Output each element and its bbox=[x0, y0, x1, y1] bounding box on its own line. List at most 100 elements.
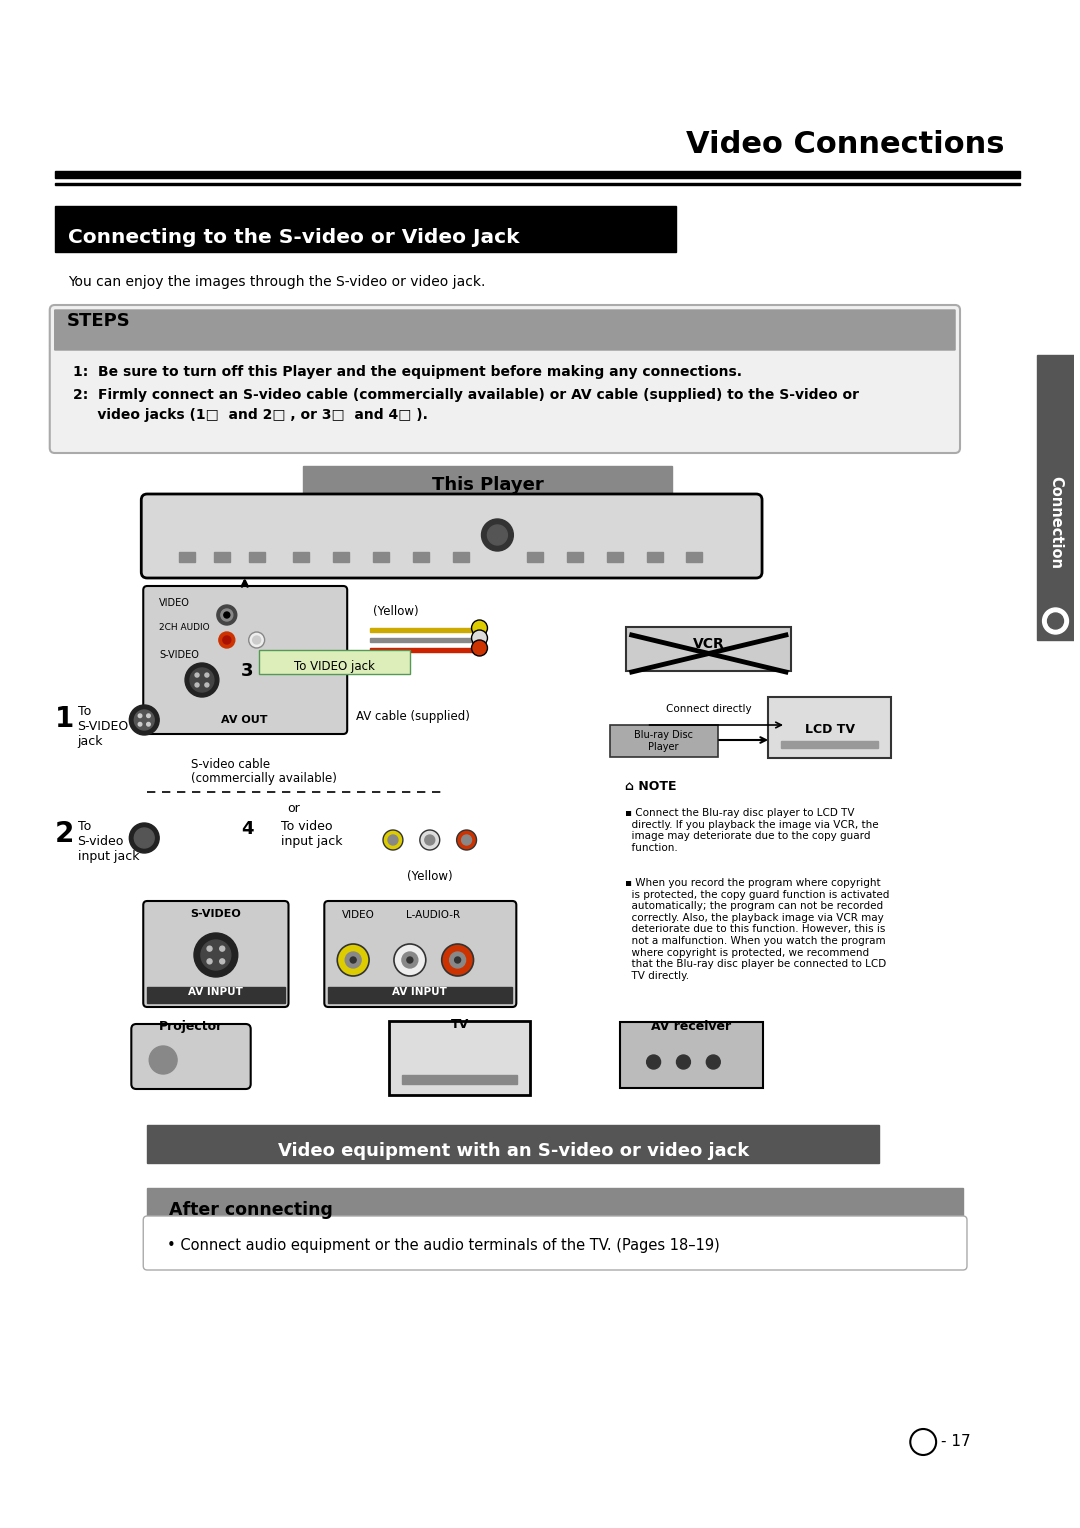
Circle shape bbox=[224, 613, 230, 617]
Text: ▪ When you record the program where copyright
  is protected, the copy guard fun: ▪ When you record the program where copy… bbox=[624, 879, 889, 981]
Text: (Yellow): (Yellow) bbox=[407, 869, 453, 883]
Circle shape bbox=[205, 683, 208, 688]
Circle shape bbox=[147, 714, 150, 718]
Circle shape bbox=[134, 711, 154, 730]
Circle shape bbox=[190, 668, 214, 692]
Circle shape bbox=[219, 633, 234, 648]
Text: (commercially available): (commercially available) bbox=[191, 772, 337, 785]
Bar bbox=[248, 552, 265, 562]
Bar bbox=[179, 552, 195, 562]
Text: To video
input jack: To video input jack bbox=[281, 821, 342, 848]
Circle shape bbox=[461, 834, 472, 845]
Circle shape bbox=[457, 830, 476, 850]
Circle shape bbox=[195, 672, 199, 677]
Text: • Connect audio equipment or the audio terminals of the TV. (Pages 18–19): • Connect audio equipment or the audio t… bbox=[167, 1238, 720, 1253]
Bar bbox=[687, 552, 702, 562]
Text: AV INPUT: AV INPUT bbox=[392, 987, 447, 996]
FancyBboxPatch shape bbox=[147, 1125, 879, 1163]
Text: To VIDEO jack: To VIDEO jack bbox=[294, 660, 375, 672]
Circle shape bbox=[472, 620, 487, 636]
Text: STEPS: STEPS bbox=[67, 312, 131, 330]
Circle shape bbox=[706, 1054, 720, 1070]
Text: Connect directly: Connect directly bbox=[665, 704, 751, 714]
Text: AV cable (supplied): AV cable (supplied) bbox=[356, 711, 470, 723]
Circle shape bbox=[424, 834, 435, 845]
Circle shape bbox=[676, 1054, 690, 1070]
Circle shape bbox=[487, 526, 508, 545]
Circle shape bbox=[442, 944, 473, 976]
Circle shape bbox=[207, 960, 212, 964]
Text: (Yellow): (Yellow) bbox=[373, 605, 419, 617]
Circle shape bbox=[388, 834, 397, 845]
Text: ▪ Connect the Blu-ray disc player to LCD TV
  directly. If you playback the imag: ▪ Connect the Blu-ray disc player to LCD… bbox=[624, 808, 878, 853]
Text: or: or bbox=[287, 802, 300, 814]
Text: VIDEO: VIDEO bbox=[342, 911, 375, 920]
Bar bbox=[55, 183, 1020, 185]
Circle shape bbox=[185, 663, 219, 697]
Circle shape bbox=[253, 636, 260, 643]
FancyBboxPatch shape bbox=[258, 649, 410, 674]
Circle shape bbox=[195, 683, 199, 688]
Text: 2CH AUDIO: 2CH AUDIO bbox=[159, 623, 210, 633]
Text: You can enjoy the images through the S-video or video jack.: You can enjoy the images through the S-v… bbox=[68, 275, 485, 289]
Bar bbox=[781, 741, 878, 749]
Text: 2: 2 bbox=[55, 821, 75, 848]
Text: 3: 3 bbox=[241, 662, 253, 680]
Circle shape bbox=[219, 960, 225, 964]
Circle shape bbox=[1048, 613, 1064, 630]
FancyBboxPatch shape bbox=[147, 987, 284, 1002]
Circle shape bbox=[394, 944, 426, 976]
Circle shape bbox=[130, 704, 159, 735]
Circle shape bbox=[130, 824, 159, 853]
FancyBboxPatch shape bbox=[768, 697, 891, 758]
Text: Blu-ray Disc
Player: Blu-ray Disc Player bbox=[634, 730, 693, 752]
Text: After connecting: After connecting bbox=[170, 1201, 333, 1219]
FancyBboxPatch shape bbox=[328, 987, 512, 1002]
FancyBboxPatch shape bbox=[132, 1024, 251, 1089]
Circle shape bbox=[248, 633, 265, 648]
FancyBboxPatch shape bbox=[620, 1022, 764, 1088]
Circle shape bbox=[138, 723, 141, 726]
Text: Video equipment with an S-video or video jack: Video equipment with an S-video or video… bbox=[278, 1141, 748, 1160]
Text: AV receiver: AV receiver bbox=[651, 1021, 731, 1033]
Bar bbox=[214, 552, 230, 562]
Text: Connection: Connection bbox=[1048, 475, 1063, 568]
Bar bbox=[567, 552, 583, 562]
Bar bbox=[294, 552, 309, 562]
Bar bbox=[370, 648, 480, 652]
Text: S-video cable: S-video cable bbox=[191, 758, 270, 772]
Bar bbox=[55, 171, 1020, 177]
Circle shape bbox=[449, 952, 465, 969]
Text: video jacks (1□  and 2□ , or 3□  and 4□ ).: video jacks (1□ and 2□ , or 3□ and 4□ ). bbox=[72, 408, 428, 422]
Bar bbox=[334, 552, 349, 562]
Circle shape bbox=[205, 672, 208, 677]
Bar bbox=[402, 1076, 517, 1083]
Circle shape bbox=[337, 944, 369, 976]
Circle shape bbox=[134, 828, 154, 848]
Bar bbox=[1037, 354, 1075, 640]
FancyBboxPatch shape bbox=[55, 310, 955, 350]
Circle shape bbox=[472, 640, 487, 656]
Bar bbox=[370, 628, 480, 633]
Circle shape bbox=[219, 946, 225, 950]
Text: AV INPUT: AV INPUT bbox=[188, 987, 243, 996]
Text: LCD TV: LCD TV bbox=[805, 723, 854, 736]
Text: 1: 1 bbox=[55, 704, 73, 733]
Text: EN: EN bbox=[917, 1436, 930, 1447]
Circle shape bbox=[222, 636, 231, 643]
Circle shape bbox=[194, 934, 238, 976]
Circle shape bbox=[350, 957, 356, 963]
Text: AV OUT: AV OUT bbox=[221, 715, 268, 724]
Text: This Player: This Player bbox=[432, 477, 543, 494]
FancyBboxPatch shape bbox=[303, 466, 672, 500]
Circle shape bbox=[207, 946, 212, 950]
Circle shape bbox=[1042, 608, 1068, 634]
Circle shape bbox=[472, 630, 487, 646]
FancyBboxPatch shape bbox=[147, 1187, 963, 1219]
Circle shape bbox=[220, 610, 233, 620]
Circle shape bbox=[910, 1429, 936, 1455]
Text: S-VIDEO: S-VIDEO bbox=[190, 909, 241, 918]
FancyBboxPatch shape bbox=[324, 902, 516, 1007]
Circle shape bbox=[407, 957, 413, 963]
Circle shape bbox=[149, 1047, 177, 1074]
